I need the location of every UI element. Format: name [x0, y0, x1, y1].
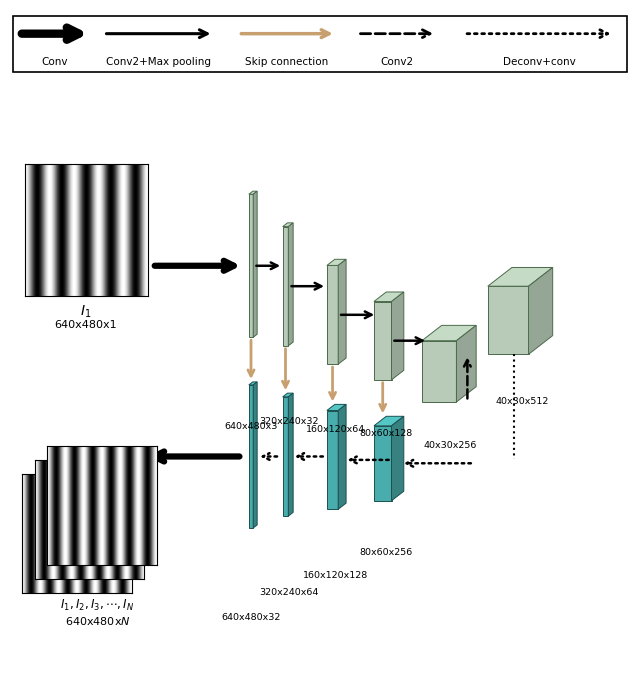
- Polygon shape: [327, 265, 338, 364]
- Text: 320x240x64: 320x240x64: [259, 587, 318, 596]
- Polygon shape: [283, 227, 289, 346]
- Polygon shape: [327, 259, 346, 265]
- Text: Deconv+conv: Deconv+conv: [502, 56, 575, 67]
- Polygon shape: [327, 404, 346, 411]
- Polygon shape: [392, 416, 404, 500]
- Polygon shape: [422, 325, 476, 341]
- Text: 320x240x32: 320x240x32: [259, 417, 318, 426]
- Polygon shape: [488, 286, 529, 354]
- Polygon shape: [488, 268, 553, 286]
- Polygon shape: [253, 191, 257, 337]
- Text: 40x30x512: 40x30x512: [495, 397, 548, 406]
- Polygon shape: [249, 382, 257, 385]
- Polygon shape: [249, 195, 253, 337]
- Polygon shape: [327, 411, 338, 509]
- Text: 640x480x32: 640x480x32: [221, 613, 281, 622]
- Polygon shape: [529, 268, 553, 354]
- Polygon shape: [374, 426, 392, 500]
- Text: 80x60x256: 80x60x256: [359, 548, 413, 557]
- Polygon shape: [289, 223, 293, 346]
- Polygon shape: [392, 292, 404, 380]
- Text: 640x480x$N$: 640x480x$N$: [65, 615, 130, 627]
- Text: 640x480x1: 640x480x1: [55, 320, 117, 330]
- Text: $I_1$: $I_1$: [81, 303, 92, 320]
- Text: 640x480x3: 640x480x3: [225, 423, 278, 432]
- Polygon shape: [249, 191, 257, 195]
- Polygon shape: [283, 393, 293, 397]
- Polygon shape: [374, 302, 392, 380]
- Polygon shape: [456, 325, 476, 402]
- Text: 160x120x128: 160x120x128: [303, 571, 368, 580]
- Polygon shape: [422, 341, 456, 402]
- Polygon shape: [374, 416, 404, 426]
- Text: Conv2: Conv2: [380, 56, 413, 67]
- Polygon shape: [249, 385, 253, 528]
- Polygon shape: [338, 259, 346, 364]
- Text: Skip connection: Skip connection: [245, 56, 328, 67]
- Text: 80x60x128: 80x60x128: [359, 429, 413, 438]
- Polygon shape: [253, 382, 257, 528]
- Polygon shape: [374, 292, 404, 302]
- Polygon shape: [289, 393, 293, 516]
- Bar: [13, 16, 627, 72]
- Text: $I_1, I_2, I_3, \cdots, I_N$: $I_1, I_2, I_3, \cdots, I_N$: [60, 598, 134, 613]
- Text: Conv2+Max pooling: Conv2+Max pooling: [106, 56, 211, 67]
- Polygon shape: [283, 223, 293, 227]
- Text: Conv: Conv: [42, 56, 68, 67]
- Text: 160x120x64: 160x120x64: [306, 425, 365, 434]
- Text: 40x30x256: 40x30x256: [424, 441, 477, 450]
- Polygon shape: [338, 404, 346, 509]
- Polygon shape: [283, 397, 289, 516]
